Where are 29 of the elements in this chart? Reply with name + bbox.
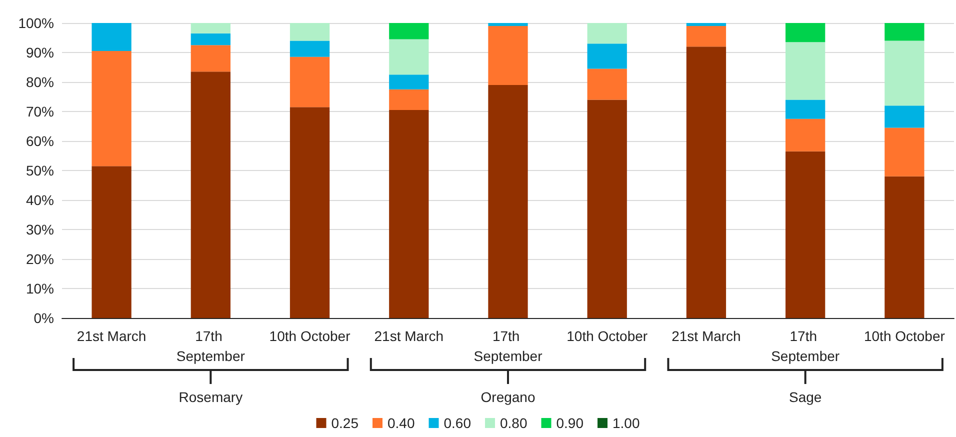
y-tick-label: 30% (26, 222, 54, 238)
legend-label: 0.80 (500, 415, 528, 431)
x-tick-label: 17th September (474, 328, 543, 364)
x-tick-label: 17th September (771, 328, 840, 364)
text: Rosemary (178, 389, 243, 405)
y-tick-label: 20% (26, 251, 54, 267)
y-tick-label: 60% (26, 133, 54, 149)
x-tick-label: 10th October (566, 328, 648, 344)
y-tick-label: 90% (26, 44, 54, 60)
legend-label: 0.25 (331, 415, 359, 431)
y-tick-label: 50% (26, 162, 54, 178)
x-tick-label: 17th September (176, 328, 246, 364)
y-tick-label: 10% (26, 280, 54, 296)
y-tick-label: 100% (18, 15, 54, 31)
text: Sage (788, 389, 822, 405)
x-tick-label: 10th October (269, 328, 351, 344)
text: Oregano (480, 389, 536, 405)
y-tick-label: 0% (34, 310, 54, 326)
x-tick-label: 21st March (374, 328, 444, 344)
legend-label: 1.00 (612, 415, 640, 431)
legend-label: 0.60 (444, 415, 472, 431)
x-tick-label: 10th October (864, 328, 946, 344)
x-tick-label: 21st March (672, 328, 741, 344)
x-tick-label: 21st March (76, 328, 146, 344)
y-tick-label: 80% (26, 74, 54, 90)
y-tick-label: 40% (26, 192, 54, 208)
y-tick-label: 70% (26, 104, 54, 120)
legend-label: 0.90 (556, 415, 584, 431)
legend-label: 0.40 (388, 415, 415, 431)
